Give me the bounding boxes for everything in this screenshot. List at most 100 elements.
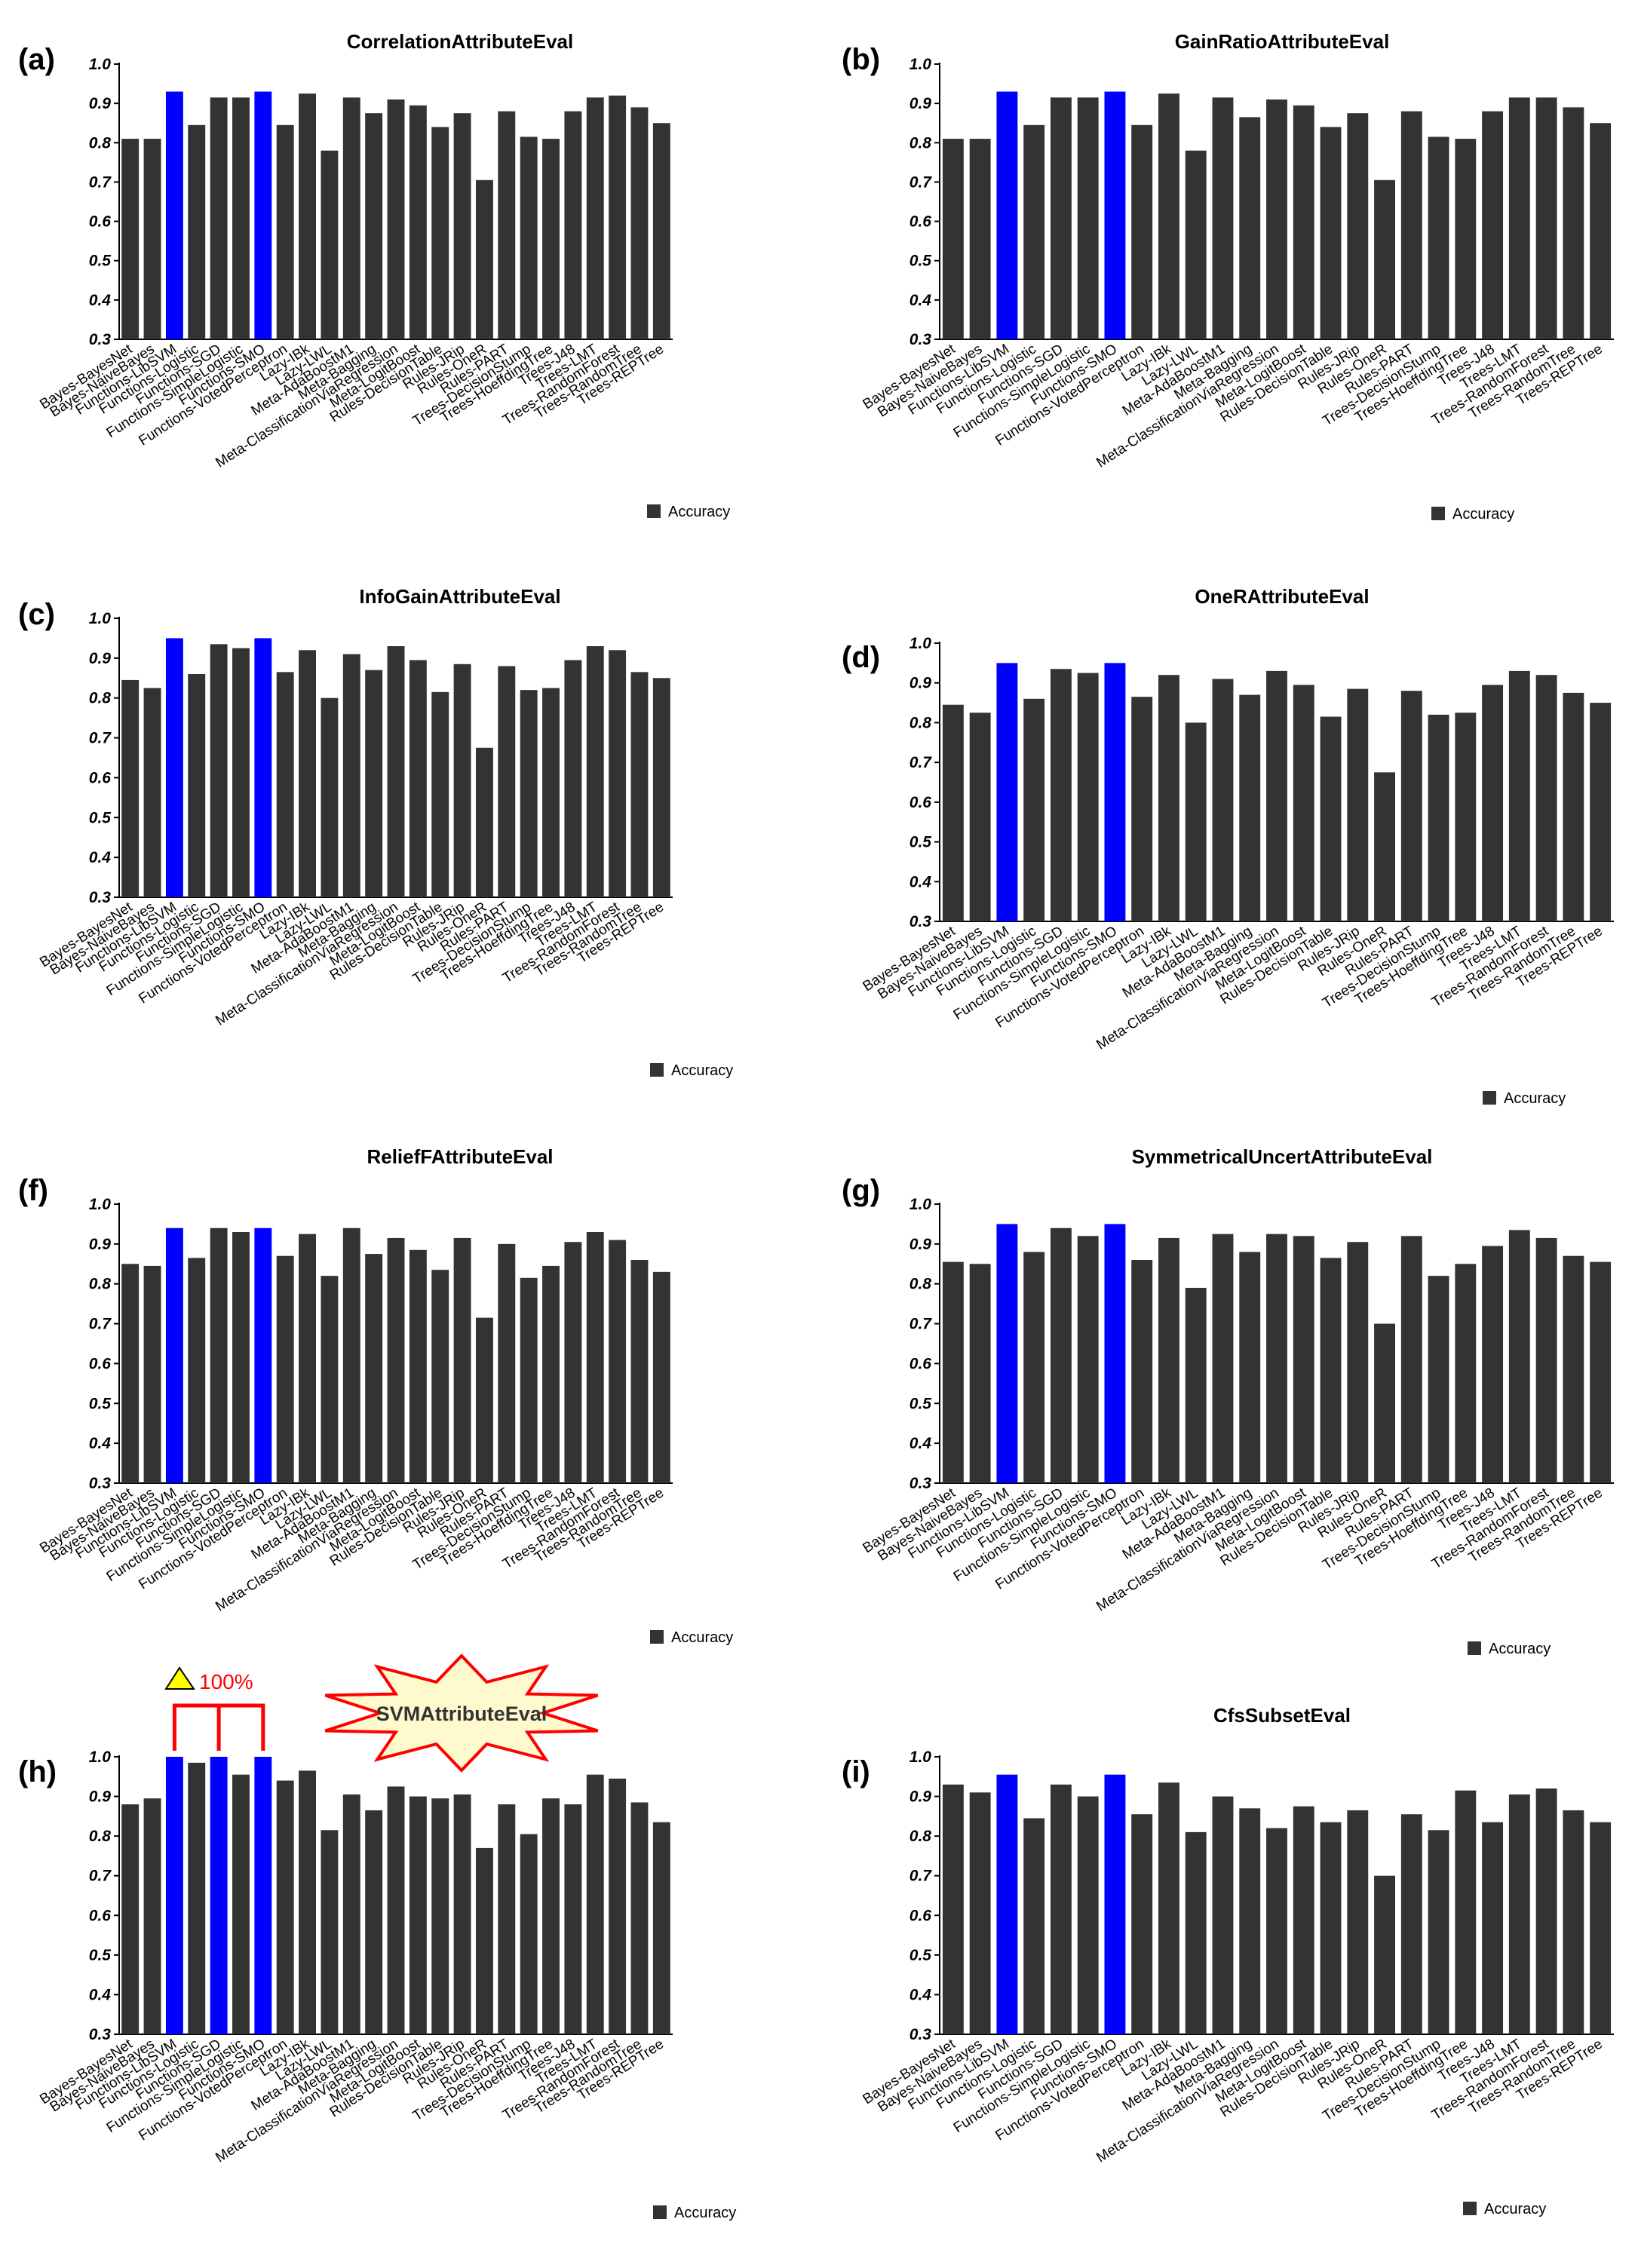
bar-Functions-Logistic	[188, 1258, 206, 1483]
bar-Functions-SMO	[1104, 91, 1126, 339]
chart-panel-5: (g) SymmetricalUncertAttributeEval 0.3 0.4 0…	[842, 1145, 1614, 1657]
bar-Trees-REPTree	[652, 678, 670, 897]
chart-title: CorrelationAttributeEval	[347, 30, 574, 53]
bar-Trees-RandomTree	[630, 672, 649, 897]
bar-Bayes-BayesNet	[942, 704, 964, 921]
bar-Trees-HoeffdingTree	[542, 688, 560, 897]
bar-Trees-LMT	[586, 1232, 604, 1483]
bar-Functions-LibSVM	[165, 638, 183, 897]
y-tick-label: 0.4	[89, 1435, 112, 1452]
bar-Lazy-LWL	[321, 1276, 339, 1483]
bar-Rules-JRip	[453, 1237, 471, 1483]
legend-swatch	[650, 1063, 664, 1077]
y-tick-label: 0.6	[909, 794, 932, 811]
bar-Rules-PART	[1400, 691, 1422, 921]
legend-label: Accuracy	[671, 1062, 733, 1079]
bar-Lazy-IBk	[1158, 1782, 1179, 2034]
bar-Functions-SGD	[210, 1227, 228, 1483]
svm-annotation: 100% SVMAttributeEval	[164, 1653, 599, 1773]
bar-Rules-OneR	[475, 179, 493, 339]
bar-Trees-J48	[564, 1242, 582, 1483]
bar-Lazy-IBk	[1158, 1237, 1179, 1483]
bar-Trees-RandomTree	[1563, 1255, 1584, 1483]
bar-Rules-DecisionTable	[1320, 716, 1342, 921]
panel-label: (b)	[842, 43, 880, 76]
bar-Functions-SGD	[1050, 1784, 1072, 2034]
legend-swatch	[1431, 507, 1445, 520]
bar-Rules-PART	[498, 1804, 516, 2034]
bar-Lazy-IBk	[1158, 93, 1179, 339]
bar-Rules-PART	[498, 1243, 516, 1483]
y-tick-label: 0.4	[89, 292, 112, 309]
bar-Trees-LMT	[1508, 1230, 1530, 1483]
bar-Functions-SimpleLogistic	[232, 648, 250, 897]
y-tick-label: 0.8	[909, 714, 932, 731]
y-tick-label: 0.9	[89, 650, 112, 667]
bar-Functions-VotedPerceptron	[276, 124, 294, 340]
y-tick-label: 0.5	[909, 253, 932, 270]
bar-Trees-RandomForest	[609, 95, 627, 339]
bar-Functions-VotedPerceptron	[276, 672, 294, 897]
bar-Meta-AdaBoostM1	[1212, 97, 1234, 340]
bar-Meta-AdaBoostM1	[342, 1794, 360, 2034]
bar-Rules-PART	[498, 111, 516, 340]
bar-Functions-Logistic	[1023, 1252, 1045, 1483]
bar-Rules-PART	[1400, 1814, 1422, 2034]
bar-Bayes-NaiveBayes	[969, 1792, 991, 2034]
warning-triangle-icon	[164, 1666, 195, 1690]
legend-label: Accuracy	[671, 1629, 733, 1646]
y-tick-label: 0.6	[89, 1355, 112, 1372]
bar-Trees-DecisionStump	[1428, 136, 1449, 339]
bar-Meta-LogitBoost	[1293, 105, 1314, 339]
y-tick-label: 0.4	[909, 873, 932, 890]
y-tick-label: 0.4	[909, 292, 932, 309]
bar-Functions-VotedPerceptron	[1131, 1260, 1153, 1483]
bar-Rules-PART	[1400, 1236, 1422, 1483]
bar-Meta-LogitBoost	[409, 105, 427, 339]
chart-title: CfsSubsetEval	[1213, 1704, 1351, 1727]
bar-Functions-SMO	[1104, 1774, 1126, 2034]
bar-Functions-SimpleLogistic	[1077, 673, 1099, 921]
bar-Trees-RandomTree	[630, 107, 649, 339]
legend-swatch	[1463, 2202, 1477, 2215]
bar-Lazy-LWL	[1185, 150, 1207, 339]
bar-Bayes-BayesNet	[121, 1804, 140, 2034]
bar-Meta-AdaBoostM1	[1212, 1796, 1234, 2034]
bar-Rules-OneR	[1374, 179, 1395, 339]
bar-Rules-JRip	[453, 113, 471, 339]
bar-Trees-RandomForest	[1535, 675, 1557, 921]
bar-Functions-VotedPerceptron	[276, 1255, 294, 1483]
bar-Rules-DecisionTable	[1320, 1822, 1342, 2034]
bar-Meta-Bagging	[365, 1810, 383, 2034]
y-tick-label: 0.3	[909, 913, 932, 930]
y-tick-label: 1.0	[909, 1196, 932, 1213]
y-tick-label: 0.5	[909, 1947, 932, 1964]
bar-Trees-HoeffdingTree	[542, 139, 560, 340]
bar-Meta-ClassificationViaRegression	[387, 99, 405, 339]
y-tick-label: 0.8	[909, 1276, 932, 1293]
y-tick-label: 0.7	[89, 1316, 112, 1333]
y-tick-label: 0.8	[909, 134, 932, 152]
bar-Functions-VotedPerceptron	[1131, 1814, 1153, 2034]
chart-title: SymmetricalUncertAttributeEval	[1132, 1145, 1433, 1168]
bar-Trees-DecisionStump	[520, 136, 538, 339]
bar-Rules-JRip	[1347, 1810, 1369, 2034]
bar-Trees-RandomTree	[1563, 1810, 1584, 2034]
bar-Functions-Logistic	[188, 1762, 206, 2034]
bar-Trees-DecisionStump	[520, 690, 538, 897]
bar-Trees-DecisionStump	[520, 1277, 538, 1483]
y-tick-label: 1.0	[909, 1749, 932, 1766]
bar-Rules-OneR	[1374, 1875, 1395, 2034]
y-tick-label: 0.9	[909, 1236, 932, 1253]
y-tick-label: 0.3	[89, 331, 112, 348]
chart-title: InfoGainAttributeEval	[359, 585, 560, 608]
y-tick-label: 1.0	[89, 56, 112, 73]
bar-Lazy-IBk	[299, 1234, 317, 1483]
bar-Meta-ClassificationViaRegression	[1266, 670, 1287, 921]
bar-Trees-LMT	[586, 97, 604, 340]
chart-title: ReliefFAttributeEval	[367, 1145, 553, 1168]
bar-Trees-HoeffdingTree	[1455, 139, 1477, 340]
bar-Trees-RandomTree	[1563, 692, 1584, 921]
bar-Trees-RandomForest	[609, 1778, 627, 2034]
